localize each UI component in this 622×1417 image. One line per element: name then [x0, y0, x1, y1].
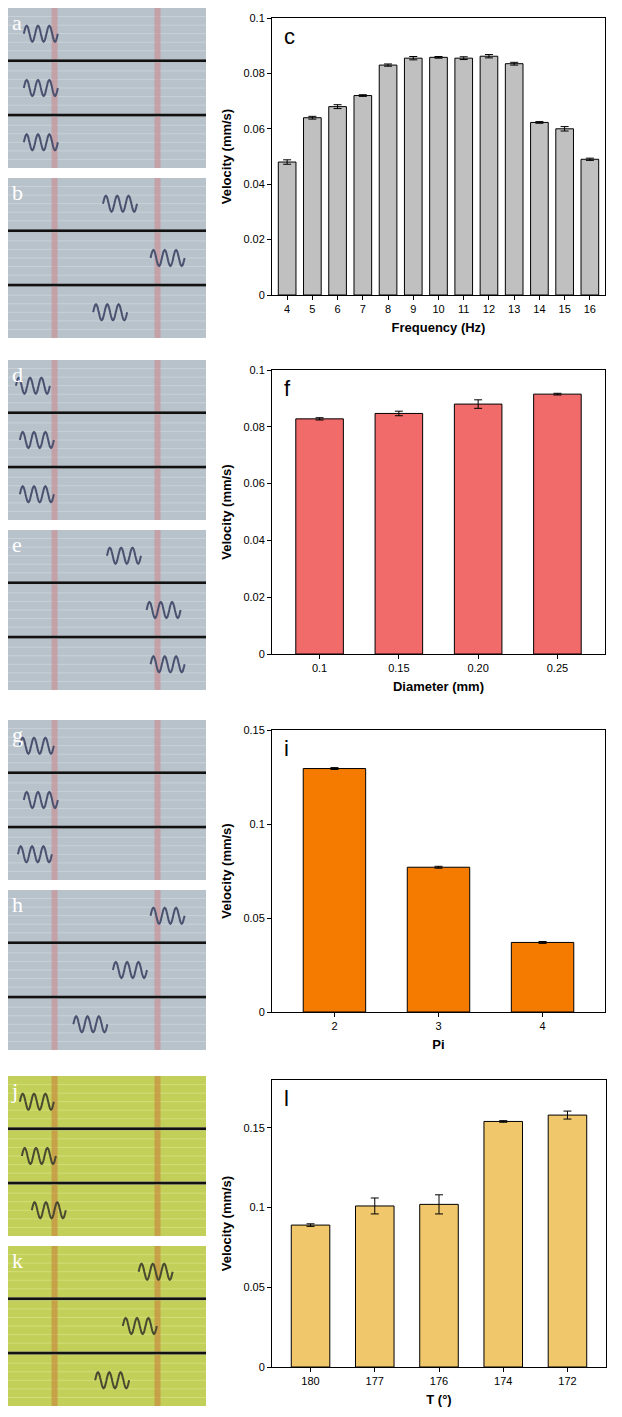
svg-text:T (°): T (°)	[426, 1392, 451, 1407]
svg-text:c: c	[284, 24, 295, 49]
svg-text:l: l	[284, 1086, 289, 1111]
svg-text:0.04: 0.04	[243, 178, 264, 190]
svg-text:6: 6	[335, 303, 341, 315]
svg-text:0.02: 0.02	[243, 233, 264, 245]
svg-text:15: 15	[559, 303, 571, 315]
svg-text:e: e	[12, 532, 22, 557]
svg-text:0.05: 0.05	[243, 1281, 264, 1293]
svg-text:d: d	[12, 362, 23, 387]
svg-text:0: 0	[259, 289, 265, 301]
svg-text:11: 11	[458, 303, 469, 315]
svg-text:0.04: 0.04	[243, 534, 264, 546]
svg-text:16: 16	[584, 303, 596, 315]
svg-text:0.25: 0.25	[547, 662, 568, 674]
svg-text:0.06: 0.06	[243, 477, 264, 489]
svg-text:0.1: 0.1	[250, 818, 265, 830]
svg-text:12: 12	[483, 303, 495, 315]
svg-text:180: 180	[301, 1375, 319, 1387]
svg-text:Velocity (mm/s): Velocity (mm/s)	[219, 109, 234, 204]
svg-text:0.1: 0.1	[250, 1201, 265, 1213]
svg-text:k: k	[12, 1248, 23, 1273]
svg-text:Diameter (mm): Diameter (mm)	[393, 679, 484, 694]
svg-text:0.02: 0.02	[243, 591, 264, 603]
svg-text:j: j	[11, 1078, 18, 1103]
svg-text:177: 177	[366, 1375, 384, 1387]
svg-text:0.15: 0.15	[243, 724, 264, 736]
svg-text:5: 5	[309, 303, 315, 315]
svg-text:0.1: 0.1	[312, 662, 327, 674]
svg-text:14: 14	[533, 303, 545, 315]
svg-text:0.08: 0.08	[243, 421, 264, 433]
svg-text:9: 9	[410, 303, 416, 315]
svg-text:0: 0	[259, 1361, 265, 1373]
svg-text:3: 3	[435, 1020, 441, 1032]
svg-text:176: 176	[430, 1375, 448, 1387]
svg-text:0.05: 0.05	[243, 912, 264, 924]
svg-text:Velocity (mm/s): Velocity (mm/s)	[219, 823, 234, 918]
svg-text:i: i	[284, 736, 289, 761]
svg-text:13: 13	[508, 303, 520, 315]
svg-text:0.1: 0.1	[250, 12, 265, 24]
svg-text:0.15: 0.15	[243, 1122, 264, 1134]
svg-text:Frequency (Hz): Frequency (Hz)	[392, 320, 486, 335]
svg-text:a: a	[12, 10, 22, 35]
svg-text:h: h	[12, 892, 23, 917]
svg-text:0.15: 0.15	[388, 662, 409, 674]
svg-text:0: 0	[259, 648, 265, 660]
svg-text:g: g	[12, 722, 23, 747]
svg-text:0.20: 0.20	[467, 662, 488, 674]
svg-text:4: 4	[284, 303, 290, 315]
svg-text:2: 2	[331, 1020, 337, 1032]
svg-text:4: 4	[539, 1020, 545, 1032]
svg-text:0.08: 0.08	[243, 67, 264, 79]
svg-text:172: 172	[558, 1375, 576, 1387]
svg-text:f: f	[284, 376, 291, 401]
svg-text:b: b	[12, 180, 23, 205]
svg-text:0.1: 0.1	[250, 364, 265, 376]
svg-text:10: 10	[432, 303, 444, 315]
svg-text:0: 0	[259, 1006, 265, 1018]
svg-text:Pi: Pi	[432, 1037, 444, 1052]
svg-text:Velocity (mm/s): Velocity (mm/s)	[219, 1176, 234, 1271]
svg-text:8: 8	[385, 303, 391, 315]
svg-text:7: 7	[360, 303, 366, 315]
svg-text:174: 174	[494, 1375, 512, 1387]
svg-text:0.06: 0.06	[243, 123, 264, 135]
svg-text:Velocity (mm/s): Velocity (mm/s)	[219, 464, 234, 559]
